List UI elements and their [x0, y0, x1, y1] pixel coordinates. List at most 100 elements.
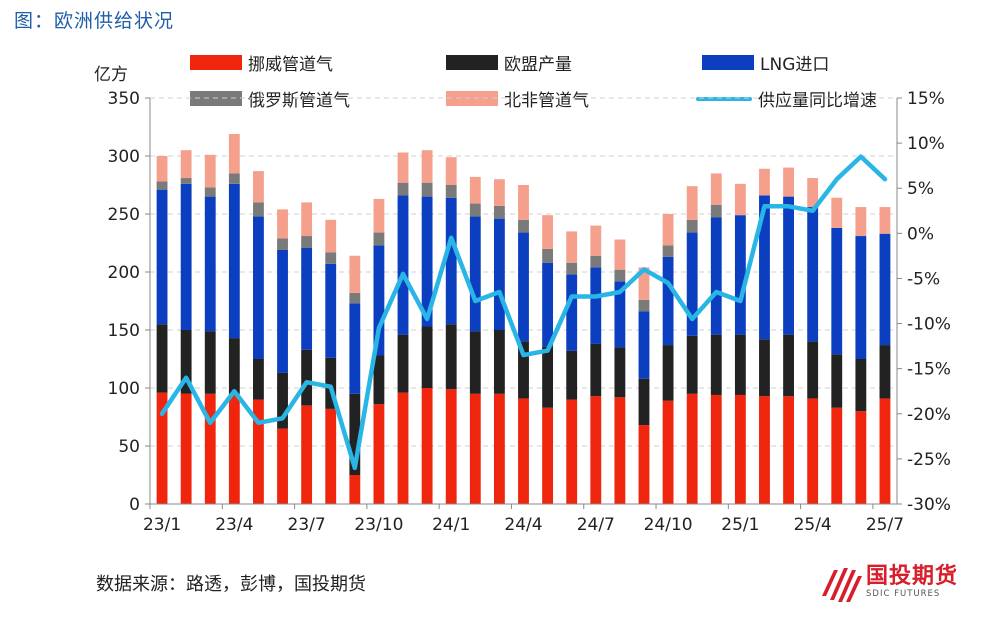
- bar-segment-north-africa: [734, 183, 746, 216]
- bar-segment-lng: [710, 217, 722, 335]
- bar-segment-north-africa: [277, 209, 288, 239]
- bar-segment-eu: [686, 335, 698, 394]
- bar-segment-russia: [301, 236, 313, 248]
- legend-item-north-africa: 北非管道气: [446, 86, 589, 111]
- bar-segment-lng: [228, 183, 240, 339]
- bar-segment-russia: [421, 182, 433, 197]
- legend-item-norway: 挪威管道气: [190, 50, 333, 75]
- bar-segment-russia: [469, 203, 481, 217]
- bar-segment-north-africa: [397, 152, 409, 183]
- y-tick-label: 350: [108, 89, 140, 109]
- bar-segment-russia: [397, 182, 409, 196]
- brand-logo: 国投期货 SDIC FUTURES: [820, 556, 970, 608]
- growth-line: [159, 154, 888, 471]
- bar-segment-eu: [469, 331, 481, 394]
- y2-tick-label: -25%: [907, 450, 951, 470]
- y-tick-label: 50: [118, 437, 140, 457]
- bar-segment-eu: [156, 324, 168, 393]
- bar-segment-eu: [277, 372, 288, 429]
- bar-segment-lng: [807, 207, 819, 342]
- bar-segment-eu: [855, 359, 867, 412]
- y-tick-label: 200: [108, 263, 140, 283]
- bar-segment-lng: [783, 196, 794, 335]
- bar-segment-norway: [831, 407, 843, 504]
- bar-segment-russia: [156, 181, 168, 190]
- bar-segment-north-africa: [855, 207, 867, 237]
- bar-segment-north-africa: [590, 225, 602, 256]
- bar-segment-lng: [277, 249, 288, 373]
- bar-segment-north-africa: [614, 239, 626, 270]
- bar-segment-russia: [349, 292, 361, 304]
- legend-swatch-north-africa: [446, 91, 498, 106]
- y-tick-label: 100: [108, 379, 140, 399]
- bar-segment-lng: [156, 189, 168, 325]
- bar-segment-norway: [301, 405, 313, 504]
- bar-segment-eu: [734, 334, 746, 395]
- bar-segment-lng: [204, 196, 216, 332]
- bar-segment-eu: [590, 343, 602, 397]
- bar-segment-lng: [518, 232, 529, 342]
- legend-swatch-eu: [446, 55, 498, 70]
- bar-segment-norway: [807, 398, 819, 504]
- legend-label-lng: LNG进口: [760, 55, 830, 75]
- bar-segment-norway: [325, 408, 337, 504]
- bar-segment-russia: [710, 204, 722, 218]
- bar-segment-lng: [469, 216, 481, 332]
- bar-segment-north-africa: [373, 198, 385, 233]
- bar-segment-norway: [373, 404, 385, 504]
- y2-tick-label: -5%: [907, 269, 940, 289]
- bar-segment-eu: [301, 349, 313, 406]
- left-axis-unit: 亿方: [94, 65, 128, 85]
- bar-segment-lng: [421, 196, 433, 327]
- x-tick-label: 23/1: [143, 515, 181, 535]
- bar-segment-north-africa: [253, 171, 264, 203]
- y-tick-label: 150: [108, 321, 140, 341]
- bar-segment-north-africa: [542, 215, 554, 249]
- bar-segment-eu: [542, 346, 554, 408]
- bar-segment-russia: [253, 202, 264, 217]
- bar-segment-norway: [662, 400, 674, 504]
- bar-segment-russia: [686, 219, 698, 233]
- bar-segment-norway: [493, 393, 505, 504]
- legend-item-growth: 供应量同比增速: [696, 86, 877, 111]
- bar-segment-norway: [277, 428, 288, 504]
- bar-segment-norway: [542, 407, 554, 504]
- bar-segment-eu: [204, 331, 216, 394]
- y2-tick-label: 15%: [907, 89, 945, 109]
- bar-segment-lng: [180, 183, 192, 330]
- y2-tick-label: 0%: [907, 224, 934, 244]
- bar-segment-north-africa: [421, 150, 433, 183]
- logo-mark-icon: [822, 568, 862, 602]
- bar-segment-norway: [180, 393, 192, 504]
- legend-label-norway: 挪威管道气: [248, 55, 333, 75]
- bar-segment-lng: [855, 236, 867, 359]
- bar-segment-north-africa: [686, 186, 698, 220]
- bar-segment-norway: [253, 399, 264, 504]
- bar-segment-eu: [493, 330, 505, 394]
- bar-segment-russia: [542, 248, 554, 263]
- growth-line-series: [159, 154, 888, 471]
- bar-segment-lng: [614, 281, 626, 348]
- bar-segment-north-africa: [518, 185, 529, 220]
- bar-segment-eu: [253, 359, 264, 400]
- bar-segment-russia: [518, 219, 529, 233]
- x-tick-label: 24/4: [504, 515, 542, 535]
- bar-segment-norway: [686, 393, 698, 504]
- bar-segment-norway: [204, 393, 216, 504]
- bar-segment-north-africa: [710, 173, 722, 205]
- bar-segment-north-africa: [349, 255, 361, 293]
- bar-segment-norway: [228, 393, 240, 504]
- bar-segment-north-africa: [783, 167, 794, 197]
- figure-title: 图：欧洲供给状况: [14, 10, 175, 32]
- bar-segment-norway: [710, 394, 722, 504]
- bar-segment-norway: [855, 411, 867, 504]
- bar-segment-norway: [518, 398, 529, 504]
- bar-segment-norway: [349, 475, 361, 504]
- y2-tick-label: -15%: [907, 360, 951, 380]
- bar-segment-lng: [831, 227, 843, 355]
- legend-item-lng: LNG进口: [702, 50, 829, 75]
- x-tick-label: 24/1: [432, 515, 470, 535]
- y-tick-label: 250: [108, 205, 140, 225]
- bar-segment-norway: [421, 388, 433, 504]
- legend-label-russia: 俄罗斯管道气: [248, 91, 350, 111]
